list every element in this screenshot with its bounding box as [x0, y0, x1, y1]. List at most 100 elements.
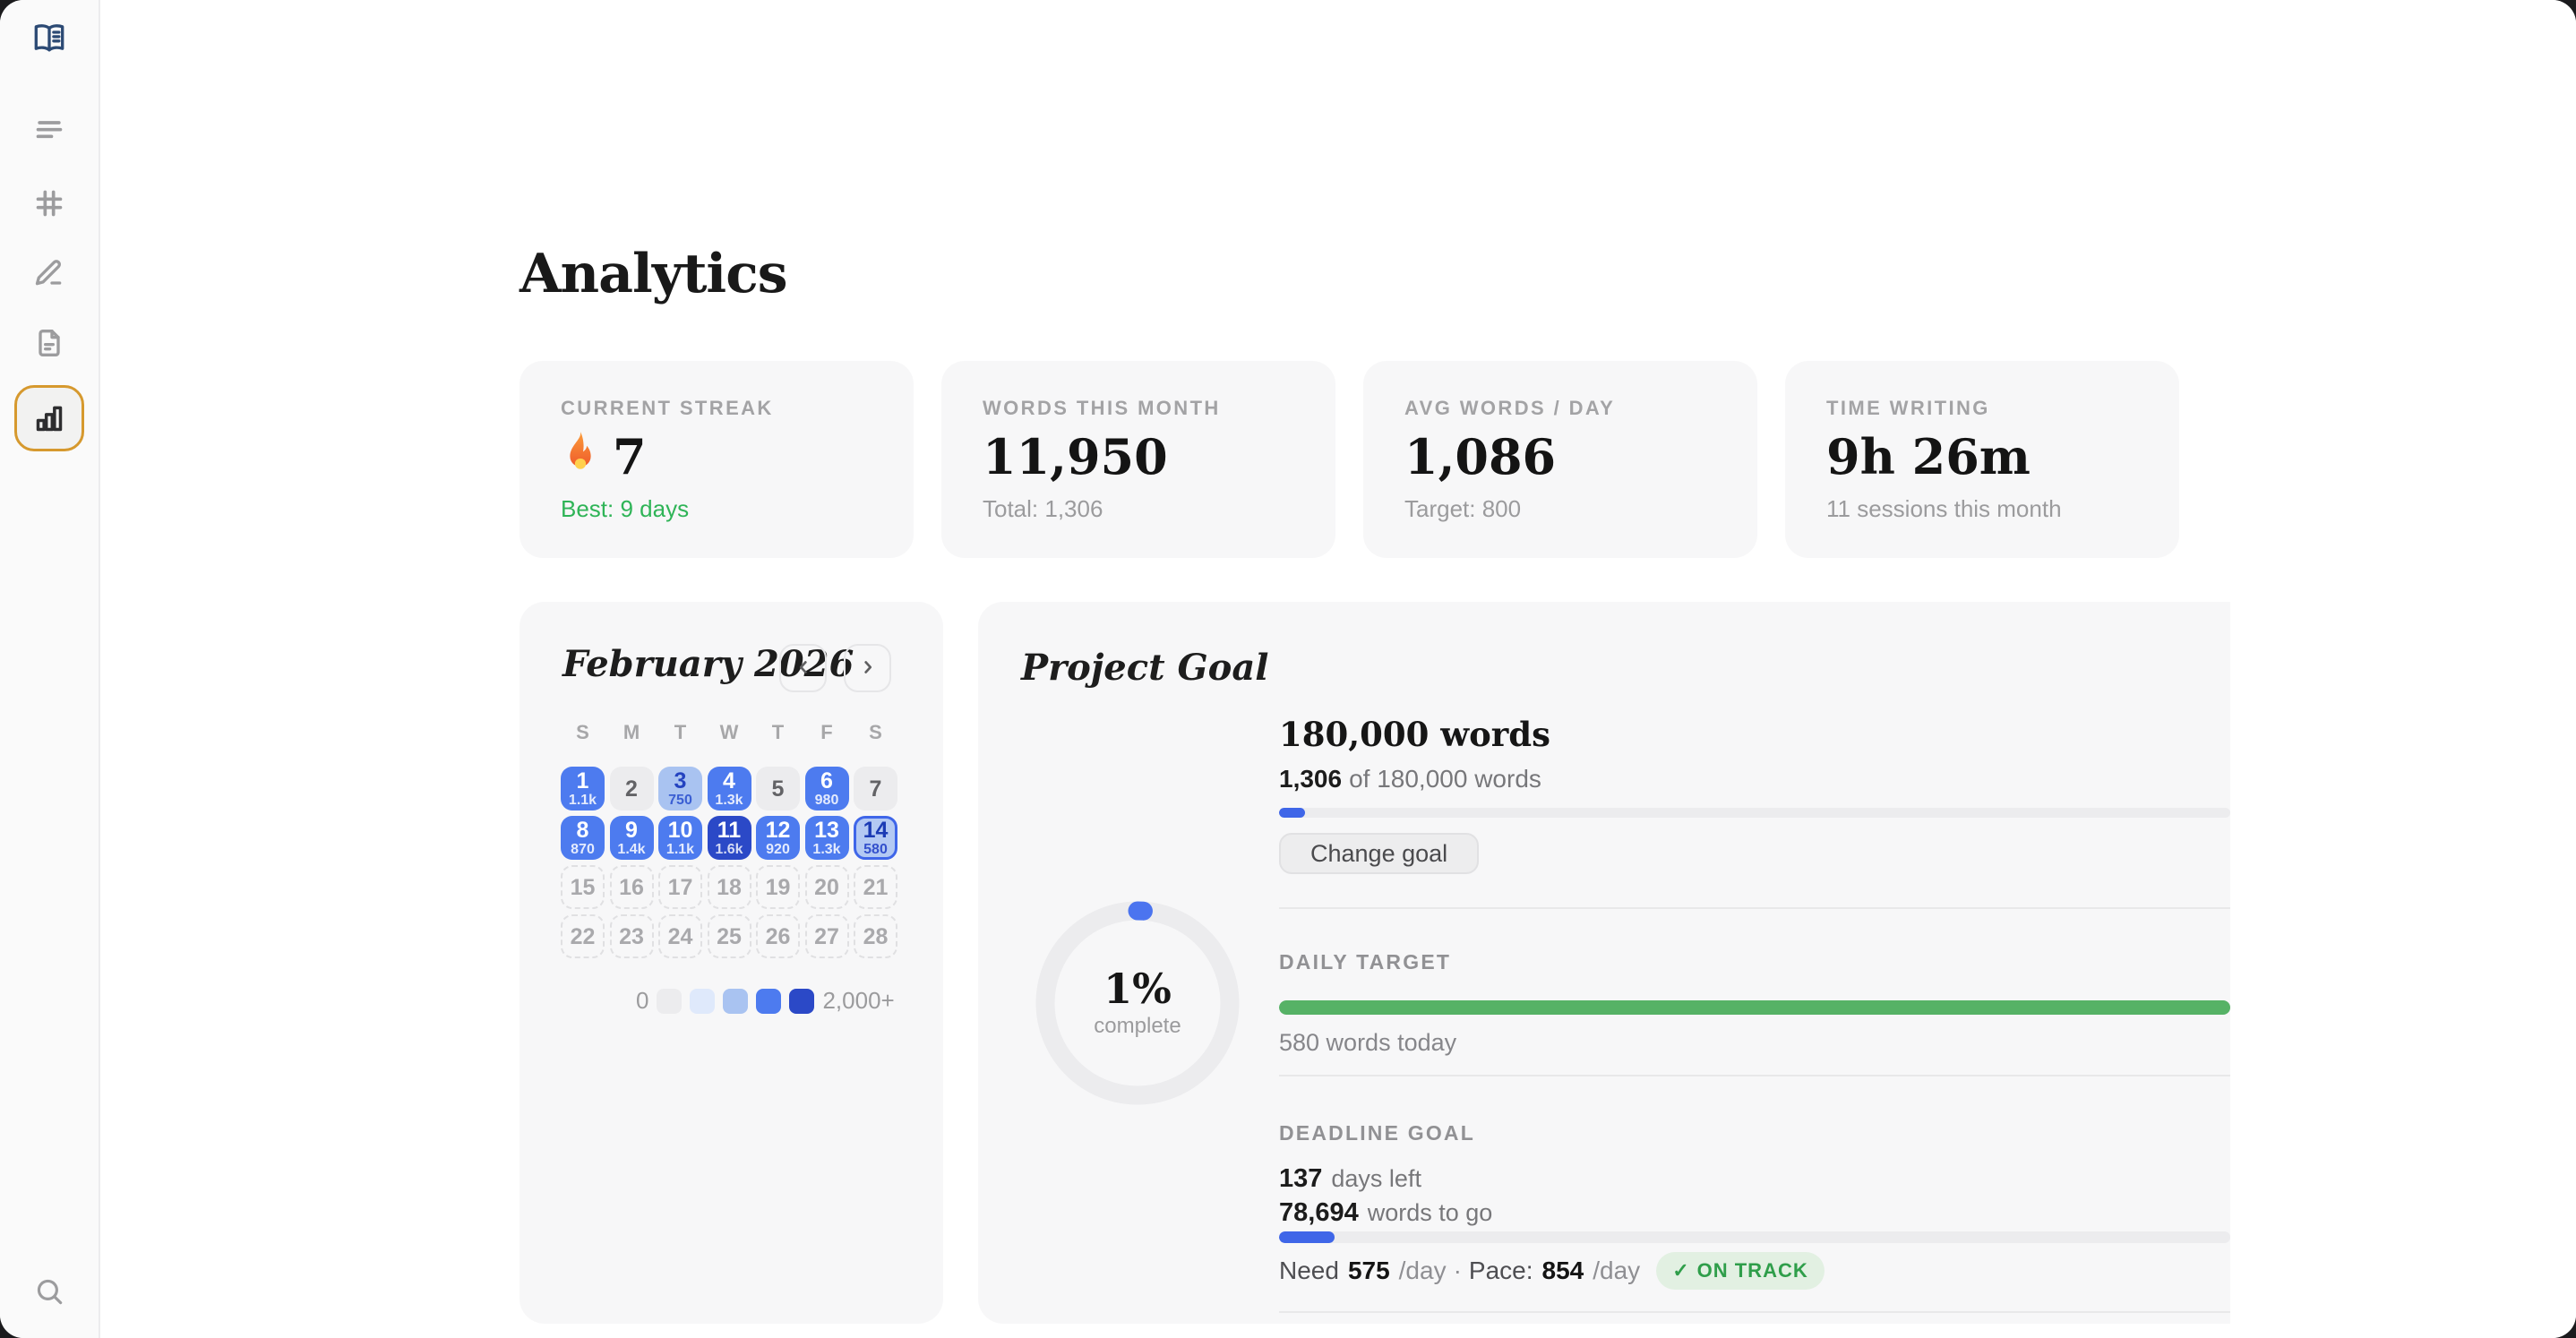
project-goal-title: Project Goal — [1021, 647, 1269, 689]
calendar-day[interactable]: 1 1.1k — [561, 767, 605, 811]
separator-dot: · — [1453, 1257, 1462, 1284]
weekday-label: M — [623, 721, 640, 743]
grid-icon — [31, 185, 67, 221]
change-goal-button[interactable]: Change goal — [1279, 833, 1480, 874]
sidebar-item-boards[interactable] — [31, 185, 67, 221]
day-number: 13 — [814, 818, 839, 843]
calendar-day[interactable]: 17 — [658, 865, 702, 909]
calendar-day[interactable]: 19 — [756, 865, 800, 909]
stat-sub: 11 sessions this month — [1826, 495, 2062, 522]
pace-label: Pace: — [1468, 1257, 1533, 1284]
need-unit: /day — [1398, 1257, 1447, 1284]
heatmap-legend: 0 2,000+ — [636, 987, 895, 1015]
calendar-day[interactable]: 7 — [854, 767, 897, 811]
next-month-button[interactable] — [844, 644, 891, 692]
on-track-label: ON TRACK — [1696, 1259, 1808, 1282]
calendar-day[interactable]: 5 — [756, 767, 800, 811]
goal-progress-rest: of 180,000 words — [1349, 765, 1541, 793]
legend-swatch — [657, 988, 683, 1014]
calendar-day[interactable]: 11 1.6k — [707, 816, 751, 860]
day-number: 1 — [576, 768, 589, 793]
calendar-day[interactable]: 20 — [804, 865, 849, 909]
day-number: 25 — [717, 923, 742, 949]
sidebar-item-editor[interactable] — [31, 253, 67, 289]
day-word-count: 980 — [814, 793, 839, 808]
pace-unit: /day — [1593, 1257, 1641, 1284]
weekday-label: T — [771, 721, 785, 743]
section-divider — [1279, 1075, 2230, 1076]
day-number: 28 — [863, 923, 889, 949]
sidebar-item-analytics[interactable] — [14, 385, 84, 451]
words-to-go-label: words to go — [1367, 1199, 1493, 1226]
calendar-day[interactable]: 28 — [854, 914, 897, 958]
calendar-day[interactable]: 26 — [756, 914, 800, 958]
daily-target-fill — [1279, 1000, 2230, 1015]
stat-sub: Best: 9 days — [561, 495, 690, 522]
legend-swatch — [789, 988, 815, 1014]
day-number: 12 — [765, 818, 791, 843]
stat-card-time-writing: TIME WRITING 9h 26m 11 sessions this mon… — [1785, 361, 2179, 558]
lines-icon — [31, 112, 67, 148]
day-number: 16 — [619, 874, 644, 900]
calendar-day[interactable]: 24 — [658, 914, 702, 958]
day-number: 6 — [820, 768, 833, 793]
goal-target-heading: 180,000 words — [1279, 715, 1550, 754]
calendar-day[interactable]: 12 920 — [756, 816, 800, 860]
calendar-day[interactable]: 3 750 — [658, 767, 702, 811]
weekday-label: W — [719, 721, 739, 743]
calendar-day-today[interactable]: 14 580 — [854, 816, 897, 860]
calendar-day[interactable]: 15 — [561, 865, 605, 909]
stat-label: CURRENT STREAK — [561, 397, 774, 419]
goal-progress-text: 1,306 of 180,000 words — [1279, 765, 2230, 793]
flame-icon — [561, 429, 600, 485]
calendar-day[interactable]: 27 — [804, 914, 849, 958]
day-word-count: 1.6k — [715, 842, 743, 857]
calendar-day[interactable]: 21 — [854, 865, 897, 909]
calendar-day-grid: 1 1.1k 2 3 750 4 1.3k 5 6 980 7 8 870 9 1.4k 10 1.1k 11 1.… — [561, 767, 897, 958]
calendar-day[interactable]: 4 1.3k — [707, 767, 751, 811]
day-number: 15 — [570, 874, 596, 900]
calendar-day[interactable]: 2 — [609, 767, 654, 811]
calendar-day[interactable]: 22 — [561, 914, 605, 958]
calendar-day[interactable]: 13 1.3k — [804, 816, 849, 860]
need-value: 575 — [1347, 1257, 1390, 1284]
calendar-day[interactable]: 23 — [609, 914, 654, 958]
stat-value: 9h 26m — [1826, 428, 2031, 485]
calendar-day[interactable]: 10 1.1k — [658, 816, 702, 860]
day-number: 22 — [570, 923, 596, 949]
calendar-day[interactable]: 18 — [707, 865, 751, 909]
prev-month-button[interactable] — [779, 644, 827, 692]
legend-swatch — [690, 988, 716, 1014]
sidebar-item-outline[interactable] — [31, 112, 67, 148]
day-number: 19 — [765, 874, 791, 900]
day-number: 7 — [869, 776, 882, 802]
day-word-count: 1.1k — [665, 842, 695, 857]
day-number: 14 — [863, 818, 889, 843]
day-word-count: 1.3k — [715, 793, 743, 808]
legend-swatch — [756, 988, 782, 1014]
calendar-day[interactable]: 25 — [707, 914, 751, 958]
stat-label: AVG WORDS / DAY — [1404, 397, 1616, 419]
deadline-goal-heading: DEADLINE GOAL — [1279, 1121, 1475, 1145]
words-to-go-value: 78,694 — [1279, 1198, 1359, 1227]
doc-icon — [31, 325, 67, 361]
pen-icon — [31, 253, 67, 289]
sidebar-item-documents[interactable] — [31, 325, 67, 361]
deadline-progress-bar — [1279, 1231, 2230, 1243]
chart-icon — [31, 400, 67, 436]
calendar-day[interactable]: 16 — [609, 865, 654, 909]
calendar-day[interactable]: 8 870 — [561, 816, 605, 860]
stat-value: 1,086 — [1404, 428, 1557, 485]
calendar-day[interactable]: 6 980 — [804, 767, 849, 811]
pace-row: Need 575 /day · Pace: 854 /day ✓ ON TRAC… — [1279, 1252, 2230, 1290]
stat-value: 7 — [561, 429, 647, 485]
day-number: 2 — [625, 776, 638, 802]
sidebar-item-search[interactable] — [31, 1274, 67, 1309]
day-number: 18 — [717, 874, 742, 900]
sidebar-item-library[interactable] — [31, 21, 67, 56]
calendar-day[interactable]: 9 1.4k — [609, 816, 654, 860]
stat-card-avg-words-day: AVG WORDS / DAY 1,086 Target: 800 — [1363, 361, 1757, 558]
day-number: 27 — [814, 923, 839, 949]
day-word-count: 580 — [863, 842, 888, 857]
